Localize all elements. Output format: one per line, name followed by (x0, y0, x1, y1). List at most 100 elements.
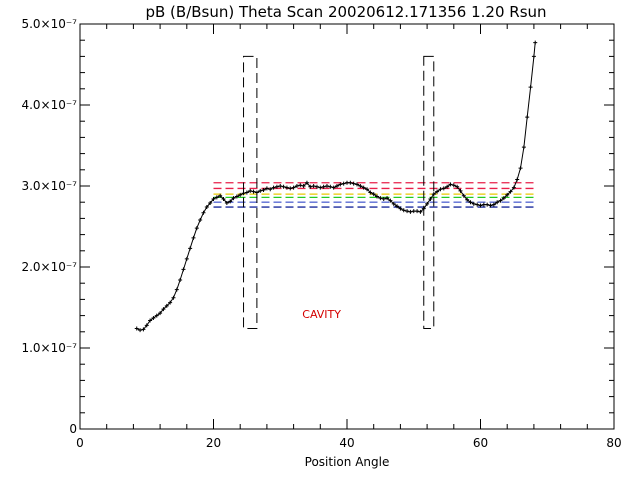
data-point (224, 201, 229, 206)
data-point (358, 184, 363, 188)
data-point (411, 209, 416, 214)
y-tick-label: 2.0×10⁻⁷ (21, 260, 77, 274)
data-point (401, 208, 406, 213)
data-point (355, 182, 360, 187)
data-point (435, 189, 440, 194)
data-point (161, 307, 166, 312)
data-point (284, 185, 289, 190)
x-tick-label: 20 (206, 436, 221, 450)
data-point (251, 189, 256, 194)
data-point (188, 246, 193, 251)
data-point (415, 209, 420, 214)
data-point (288, 186, 293, 191)
data-point (211, 196, 216, 201)
data-point (208, 201, 213, 206)
data-point (271, 185, 276, 190)
data-point (348, 180, 353, 185)
data-point (438, 187, 443, 192)
data-point (321, 184, 326, 189)
y-tick-label: 4.0×10⁻⁷ (21, 98, 77, 112)
data-point (318, 185, 323, 190)
data-point (311, 184, 316, 188)
data-point (154, 313, 159, 318)
data-point (391, 201, 396, 206)
data-point (381, 196, 386, 201)
data-point (528, 85, 533, 90)
data-point (248, 188, 253, 193)
data-point (141, 327, 146, 332)
data-point (294, 184, 299, 188)
data-point (274, 184, 279, 189)
data-point (488, 203, 493, 208)
data-point (184, 256, 189, 261)
data-point (385, 196, 390, 201)
data-point (491, 202, 496, 207)
data-point (304, 180, 309, 185)
data-point (405, 209, 410, 214)
x-tick-label: 80 (606, 436, 621, 450)
data-point (471, 201, 476, 206)
plot-frame (79, 23, 615, 430)
annotations: CAVITY (302, 308, 341, 321)
y-tick-label: 0 (69, 422, 77, 436)
data-point (501, 196, 506, 201)
data-point (425, 201, 430, 206)
data-point (378, 196, 383, 201)
data-point (198, 218, 203, 223)
data-point (508, 189, 513, 194)
data-point (531, 54, 536, 59)
data-point (468, 200, 473, 205)
data-point (421, 206, 426, 211)
data-point (201, 210, 206, 215)
data-point (281, 184, 286, 189)
data-point (498, 198, 503, 203)
data-point (518, 166, 523, 171)
data-point (328, 184, 333, 189)
data-point (361, 185, 366, 190)
data-point (395, 204, 400, 209)
data-point (151, 316, 156, 321)
data-point (445, 184, 450, 189)
data-point (365, 187, 370, 192)
data-point (268, 187, 273, 192)
cavity-boundary-boxes (243, 55, 435, 330)
data-point (178, 277, 183, 282)
data-point (261, 188, 266, 193)
data-point (351, 181, 356, 186)
data-point (431, 192, 436, 197)
data-point (244, 190, 249, 195)
data-point (308, 184, 313, 189)
y-axis: 0 1.0×10⁻⁷ 2.0×10⁻⁷ 3.0×10⁻⁷ 4.0×10⁻⁷ 5.0×10⁻… (21, 17, 614, 436)
y-tick-label: 3.0×10⁻⁷ (21, 179, 77, 193)
data-point (345, 180, 349, 185)
data-point (258, 188, 263, 193)
data-point (298, 183, 303, 188)
data-point (475, 202, 480, 207)
x-tick-label: 0 (76, 436, 84, 450)
data-point (278, 184, 283, 188)
data-point (228, 199, 233, 204)
x-tick-label: 40 (339, 436, 354, 450)
data-point (231, 196, 236, 201)
data-point (158, 311, 163, 316)
x-axis: 0 20 40 60 80 (76, 24, 622, 450)
data-point (448, 182, 453, 187)
data-point (495, 200, 500, 205)
data-point (218, 193, 223, 198)
data-point (511, 185, 516, 190)
data-point (533, 40, 538, 45)
data-point (428, 196, 433, 201)
data-point (525, 115, 530, 120)
boundary-box (243, 55, 258, 330)
data-point (314, 184, 319, 189)
data-point (214, 195, 219, 200)
data-point (338, 182, 343, 187)
data-point (341, 181, 346, 186)
data-point (221, 196, 226, 201)
x-tick-label: 60 (473, 436, 488, 450)
data-point (238, 192, 243, 197)
chart-title: pB (B/Bsun) Theta Scan 20020612.171356 1… (145, 3, 546, 21)
data-point (451, 183, 456, 188)
data-point (254, 190, 259, 195)
data-point (194, 226, 199, 231)
